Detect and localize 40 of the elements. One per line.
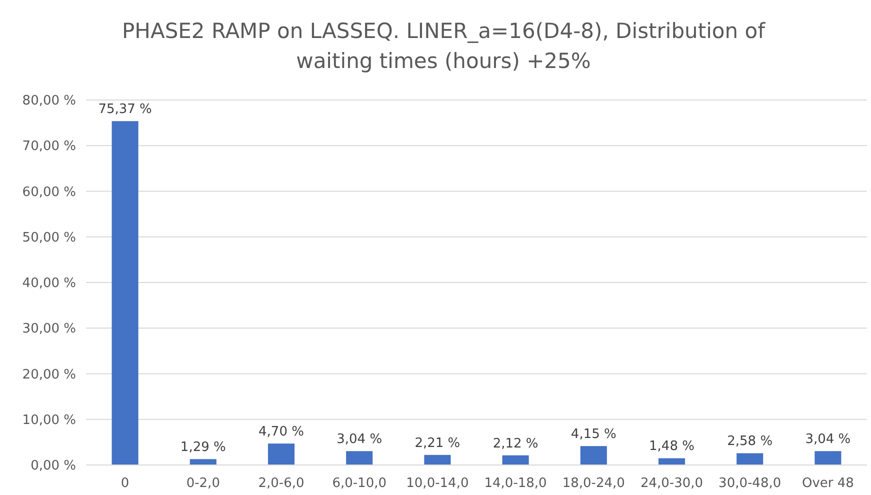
data-label: 1,29 % bbox=[180, 440, 226, 456]
bar bbox=[268, 444, 295, 465]
x-tick-label: 0-2,0 bbox=[186, 476, 220, 491]
data-label: 2,12 % bbox=[492, 436, 538, 452]
x-tick-label: 10,0-14,0 bbox=[406, 476, 469, 491]
data-label: 75,37 % bbox=[98, 102, 152, 118]
x-tick-label: 6,0-10,0 bbox=[332, 476, 387, 491]
y-tick-label: 40,00 % bbox=[22, 276, 76, 292]
x-tick-label: Over 48 bbox=[802, 476, 854, 491]
data-label: 3,04 % bbox=[336, 432, 382, 448]
y-tick-label: 50,00 % bbox=[22, 230, 76, 246]
data-label: 2,21 % bbox=[414, 436, 460, 451]
bar bbox=[112, 121, 138, 465]
y-tick-label: 60,00 % bbox=[22, 184, 76, 200]
bar bbox=[424, 454, 451, 465]
x-tick-label: 24,0-30,0 bbox=[640, 476, 704, 491]
data-label: 1,48 % bbox=[649, 439, 694, 454]
data-label: 2,58 % bbox=[727, 434, 773, 450]
bar bbox=[346, 451, 373, 465]
y-tick-label: 30,00 % bbox=[22, 322, 76, 337]
bar bbox=[658, 458, 686, 465]
bar bbox=[190, 459, 216, 465]
bar bbox=[814, 451, 842, 465]
y-tick-label: 10,00 % bbox=[22, 412, 76, 428]
x-tick-label: 0 bbox=[120, 476, 130, 491]
y-tick-label: 70,00 % bbox=[22, 139, 76, 154]
y-tick-label: 0,00 % bbox=[30, 458, 76, 474]
bar bbox=[502, 455, 529, 465]
y-tick-label: 20,00 % bbox=[22, 367, 76, 382]
x-tick-label: 30,0-48,0 bbox=[718, 476, 782, 491]
bar bbox=[736, 453, 764, 465]
data-label: 4,70 % bbox=[258, 424, 304, 440]
x-tick-label: 2,0-6,0 bbox=[258, 476, 304, 491]
data-label: 4,15 % bbox=[570, 427, 616, 442]
y-tick-label: 80,00 % bbox=[22, 94, 76, 109]
data-label: 3,04 % bbox=[805, 432, 851, 448]
x-tick-label: 18,0-24,0 bbox=[562, 476, 625, 491]
bar bbox=[580, 446, 607, 465]
x-tick-label: 14,0-18,0 bbox=[484, 476, 547, 491]
chart-title: PHASE2 RAMP on LASSEQ. LINER_a=16(D4-8), Distribution of waiting times (hours) +25% bbox=[122, 19, 766, 73]
